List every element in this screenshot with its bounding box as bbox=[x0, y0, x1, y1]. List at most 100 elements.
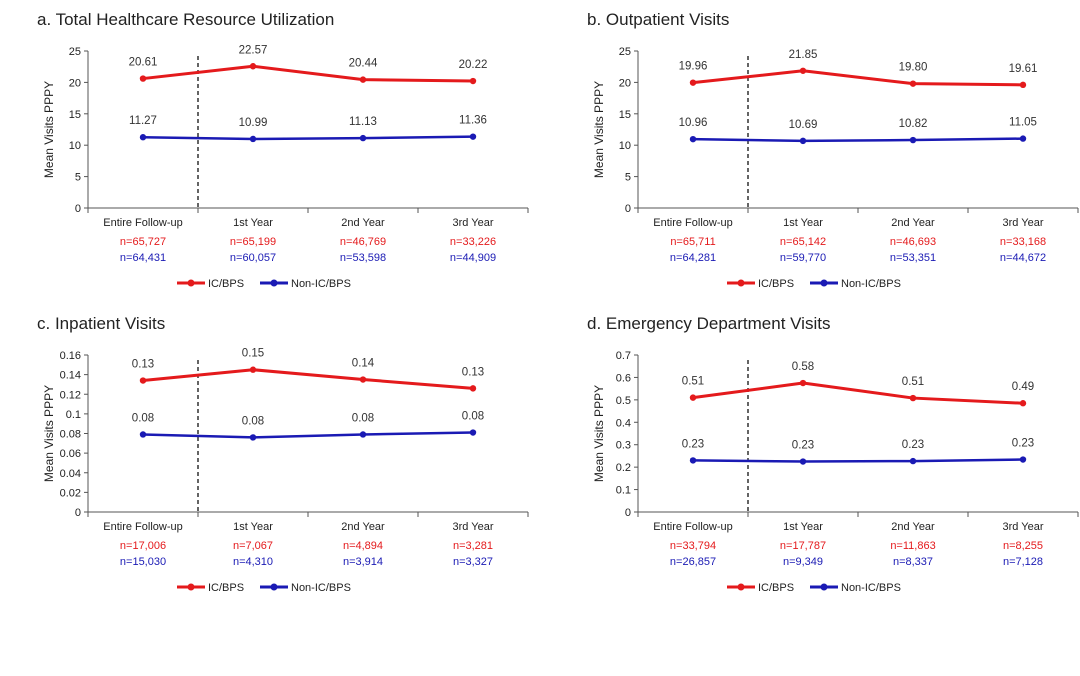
y-tick-label: 0.3 bbox=[616, 440, 631, 452]
data-point bbox=[359, 134, 367, 142]
sample-size-label: n=11,863 bbox=[890, 540, 935, 552]
sample-size-label: n=46,693 bbox=[890, 236, 936, 248]
data-point bbox=[799, 67, 807, 74]
sample-size-label: n=17,006 bbox=[120, 540, 166, 552]
data-label: 11.27 bbox=[129, 115, 157, 127]
series-line-non-ic-bps bbox=[692, 458, 1024, 463]
data-label: 0.13 bbox=[462, 366, 484, 378]
sample-size-label: n=65,711 bbox=[670, 236, 715, 248]
y-tick-label: 0.02 bbox=[60, 487, 81, 499]
x-tick-label: 2nd Year bbox=[891, 521, 935, 533]
chart-panel-a: a. Total Healthcare Resource Utilization… bbox=[37, 10, 567, 310]
data-point bbox=[359, 376, 367, 383]
data-point bbox=[1019, 81, 1027, 89]
series-line-non-ic-bps bbox=[142, 431, 474, 439]
data-label: 0.58 bbox=[792, 361, 814, 373]
x-tick-label: Entire Follow-up bbox=[103, 217, 182, 229]
y-axis-label: Mean Visits PPPY bbox=[592, 81, 606, 178]
legend-marker bbox=[820, 583, 828, 591]
sample-size-label: n=3,327 bbox=[453, 556, 493, 568]
data-label: 11.05 bbox=[1009, 117, 1037, 129]
data-label: 10.96 bbox=[679, 117, 708, 129]
data-label: 0.08 bbox=[462, 411, 484, 423]
data-point bbox=[469, 133, 477, 140]
sample-size-label: n=33,168 bbox=[1000, 236, 1046, 248]
series-line-ic-bps bbox=[142, 368, 474, 390]
x-tick-label: 2nd Year bbox=[341, 521, 385, 533]
y-tick-label: 0.04 bbox=[60, 468, 81, 480]
legend-label: IC/BPS bbox=[208, 582, 244, 594]
x-tick-label: 3rd Year bbox=[1003, 521, 1044, 533]
data-label: 0.49 bbox=[1012, 381, 1034, 393]
data-point bbox=[1019, 400, 1027, 407]
data-point bbox=[249, 135, 257, 143]
legend-marker bbox=[737, 583, 745, 591]
sample-size-label: n=3,914 bbox=[343, 556, 383, 568]
sample-size-label: n=65,142 bbox=[780, 236, 826, 248]
y-tick-label: 0.06 bbox=[60, 448, 81, 460]
legend-marker bbox=[737, 279, 745, 287]
x-tick-label: 1st Year bbox=[783, 217, 823, 229]
data-label: 10.99 bbox=[239, 117, 268, 129]
y-tick-label: 0.6 bbox=[616, 372, 631, 384]
sample-size-label: n=53,598 bbox=[340, 252, 386, 264]
data-label: 20.44 bbox=[349, 58, 378, 70]
line-chart: Mean Visits PPPY 0 5 10 15 20 25 Entire Follow-… bbox=[592, 46, 1079, 290]
data-label: 0.23 bbox=[792, 440, 814, 452]
data-point bbox=[689, 135, 697, 143]
y-tick-label: 5 bbox=[75, 172, 81, 184]
y-tick-label: 0.1 bbox=[66, 409, 81, 421]
y-tick-label: 0.7 bbox=[616, 350, 631, 362]
data-point bbox=[909, 80, 917, 87]
sample-size-label: n=46,769 bbox=[340, 236, 386, 248]
legend-marker bbox=[820, 279, 828, 287]
y-tick-label: 15 bbox=[619, 109, 631, 121]
data-label: 0.14 bbox=[352, 358, 375, 370]
sample-size-label: n=7,067 bbox=[233, 540, 273, 552]
data-label: 0.13 bbox=[132, 359, 154, 371]
line-chart: Mean Visits PPPY 0 0.1 0.2 0.3 0.4 0.5 0.6 0.7 En… bbox=[592, 350, 1079, 594]
sample-size-label: n=44,909 bbox=[450, 252, 496, 264]
data-label: 0.51 bbox=[682, 376, 704, 388]
data-label: 0.51 bbox=[902, 376, 924, 388]
x-tick-label: Entire Follow-up bbox=[103, 521, 182, 533]
sample-size-label: n=33,794 bbox=[670, 540, 716, 552]
sample-size-label: n=44,672 bbox=[1000, 252, 1046, 264]
data-point bbox=[139, 75, 147, 82]
y-tick-label: 0.12 bbox=[60, 389, 81, 401]
chart-title: d. Emergency Department Visits bbox=[587, 314, 831, 333]
legend-label: IC/BPS bbox=[758, 582, 794, 594]
y-tick-label: 15 bbox=[69, 109, 81, 121]
data-label: 11.36 bbox=[459, 115, 487, 127]
data-label: 0.23 bbox=[1012, 438, 1034, 450]
series-line-ic-bps bbox=[692, 381, 1024, 405]
y-tick-label: 0.1 bbox=[616, 485, 631, 497]
data-label: 20.61 bbox=[129, 57, 158, 69]
data-point bbox=[799, 379, 807, 387]
sample-size-label: n=65,199 bbox=[230, 236, 276, 248]
data-label: 11.13 bbox=[349, 116, 377, 128]
legend-label: Non-IC/BPS bbox=[841, 582, 901, 594]
legend-marker bbox=[187, 279, 195, 287]
sample-size-label: n=9,349 bbox=[783, 556, 823, 568]
series-line-ic-bps bbox=[692, 69, 1024, 87]
x-tick-label: Entire Follow-up bbox=[653, 521, 732, 533]
sample-size-label: n=53,351 bbox=[890, 252, 936, 264]
data-point bbox=[139, 134, 147, 141]
series-line-ic-bps bbox=[142, 64, 474, 83]
x-tick-label: Entire Follow-up bbox=[653, 217, 732, 229]
sample-size-label: n=7,128 bbox=[1003, 556, 1043, 568]
y-tick-label: 10 bbox=[619, 140, 631, 152]
data-point bbox=[469, 385, 477, 392]
y-tick-label: 0.08 bbox=[60, 429, 81, 441]
sample-size-label: n=64,281 bbox=[670, 252, 716, 264]
legend-marker bbox=[270, 583, 278, 591]
y-tick-label: 25 bbox=[69, 46, 81, 58]
data-point bbox=[799, 458, 807, 465]
data-label: 21.85 bbox=[789, 49, 818, 61]
sample-size-label: n=60,057 bbox=[230, 252, 276, 264]
chart-panel-d: d. Emergency Department Visits Mean Visi… bbox=[587, 314, 1080, 614]
sample-size-label: n=59,770 bbox=[780, 252, 826, 264]
sample-size-label: n=8,337 bbox=[893, 556, 933, 568]
x-tick-label: 1st Year bbox=[783, 521, 823, 533]
